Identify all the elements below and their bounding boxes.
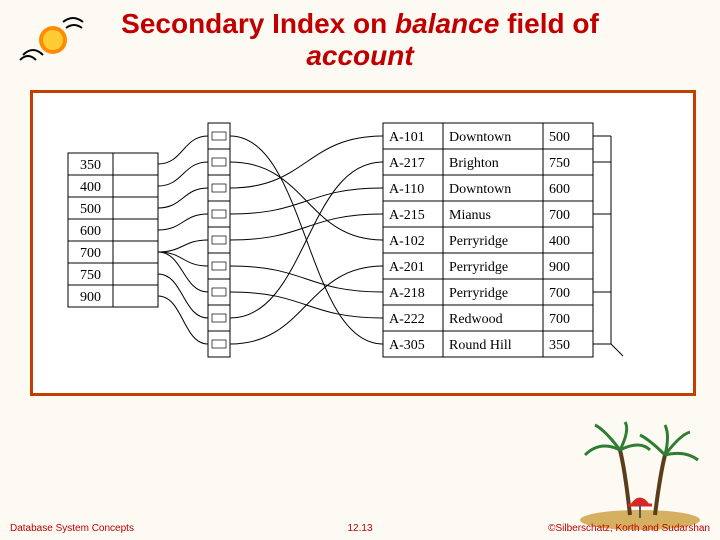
svg-text:A-217: A-217 [389, 156, 425, 171]
slide-title: Secondary Index on balance field of acco… [0, 8, 720, 72]
title-pre: Secondary Index on [121, 8, 395, 39]
diagram-frame: 350 400 500 600 700 750 900 A-101 Downtown 500 A-2… [30, 90, 696, 396]
svg-text:600: 600 [80, 224, 101, 239]
svg-text:Mianus: Mianus [449, 208, 491, 223]
svg-text:700: 700 [549, 312, 570, 327]
svg-text:700: 700 [549, 208, 570, 223]
svg-text:Redwood: Redwood [449, 312, 503, 327]
svg-text:A-102: A-102 [389, 234, 425, 249]
svg-text:A-201: A-201 [389, 260, 425, 275]
svg-text:600: 600 [549, 182, 570, 197]
title-mid: field of [499, 8, 599, 39]
svg-text:Downtown: Downtown [449, 182, 511, 197]
svg-text:A-110: A-110 [389, 182, 424, 197]
svg-text:350: 350 [549, 338, 570, 353]
svg-text:A-215: A-215 [389, 208, 425, 223]
svg-text:500: 500 [549, 130, 570, 145]
svg-text:700: 700 [80, 246, 101, 261]
svg-text:350: 350 [80, 158, 101, 173]
svg-text:400: 400 [549, 234, 570, 249]
svg-text:Round Hill: Round Hill [449, 338, 512, 353]
svg-text:A-305: A-305 [389, 338, 425, 353]
svg-text:A-222: A-222 [389, 312, 425, 327]
svg-text:Perryridge: Perryridge [449, 286, 508, 301]
palm-icon [570, 420, 710, 530]
svg-text:750: 750 [549, 156, 570, 171]
svg-text:500: 500 [80, 202, 101, 217]
svg-text:900: 900 [80, 290, 101, 305]
title-italic-2: account [306, 40, 413, 71]
secondary-index-diagram: 350 400 500 600 700 750 900 A-101 Downtown 500 A-2… [33, 93, 693, 393]
svg-text:A-101: A-101 [389, 130, 425, 145]
svg-text:700: 700 [549, 286, 570, 301]
footer-right: ©Silberschatz, Korth and Sudarshan [548, 523, 710, 534]
svg-text:Perryridge: Perryridge [449, 234, 508, 249]
svg-text:900: 900 [549, 260, 570, 275]
svg-text:Brighton: Brighton [449, 156, 499, 171]
svg-text:750: 750 [80, 268, 101, 283]
svg-text:Perryridge: Perryridge [449, 260, 508, 275]
svg-text:400: 400 [80, 180, 101, 195]
svg-text:Downtown: Downtown [449, 130, 511, 145]
svg-text:A-218: A-218 [389, 286, 425, 301]
title-italic-1: balance [395, 8, 499, 39]
